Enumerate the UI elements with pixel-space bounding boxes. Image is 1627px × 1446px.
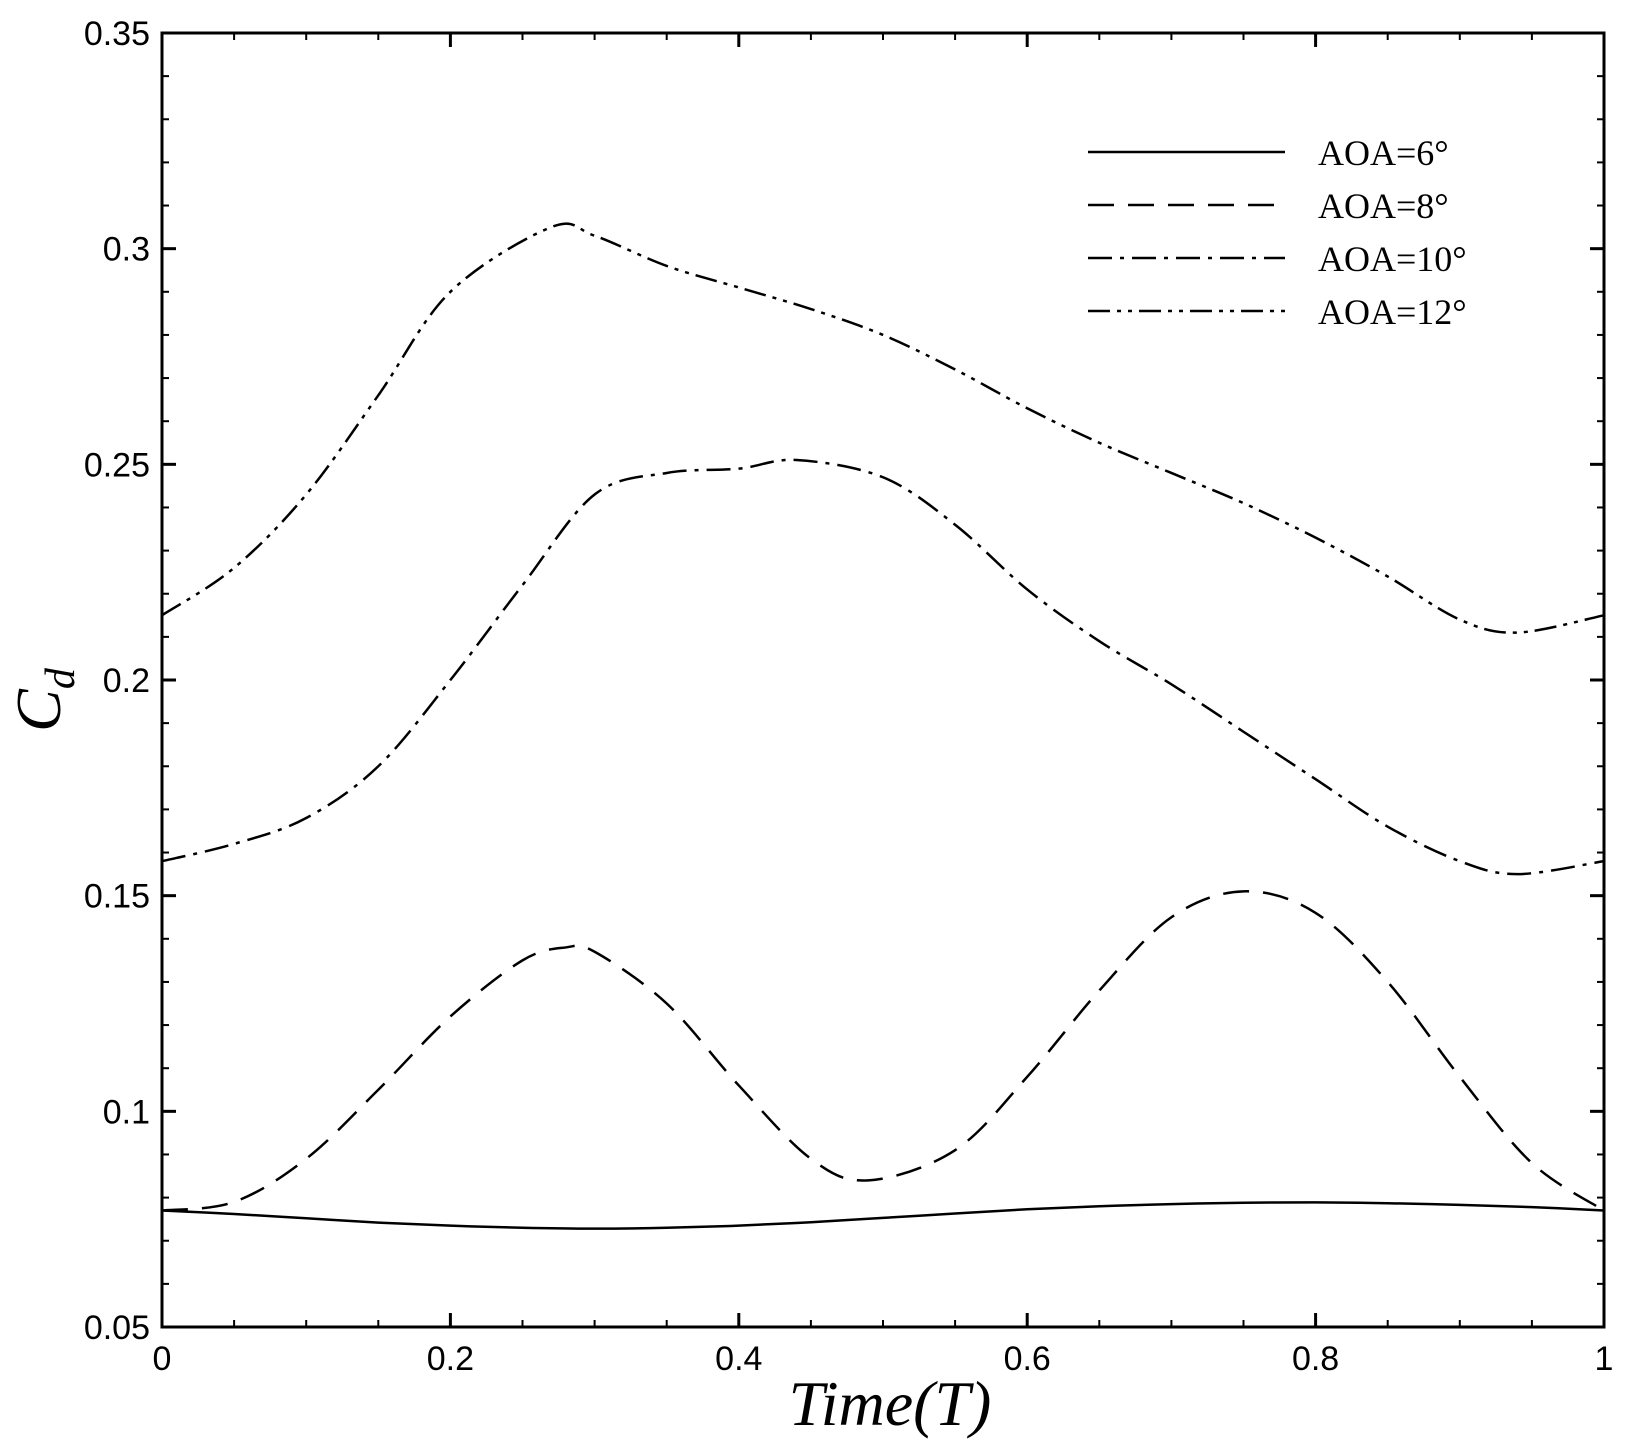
y-tick-label: 0.2 — [103, 662, 150, 700]
legend-label: AOA=12° — [1318, 292, 1467, 332]
y-tick-label: 0.35 — [84, 15, 150, 53]
x-tick-label: 0 — [153, 1340, 172, 1378]
x-tick-label: 0.2 — [427, 1340, 474, 1378]
x-tick-label: 0.6 — [1004, 1340, 1051, 1378]
x-axis-title: Time(T) — [789, 1368, 992, 1439]
y-tick-label: 0.15 — [84, 878, 150, 916]
series-line-aoa-10- — [161, 458, 1605, 876]
x-tick-label: 0.4 — [715, 1340, 762, 1378]
x-tick-label: 0.8 — [1292, 1340, 1339, 1378]
series-line-aoa-8- — [161, 890, 1605, 1212]
y-axis-title: Cd — [3, 667, 84, 732]
y-tick-label: 0.1 — [103, 1093, 150, 1131]
x-tick-label: 1 — [1595, 1340, 1614, 1378]
y-tick-label: 0.05 — [84, 1309, 150, 1347]
legend-label: AOA=10° — [1318, 239, 1467, 279]
series-lines — [161, 222, 1605, 1230]
svg-text:Cd: Cd — [3, 667, 84, 732]
plot-frame — [160, 31, 1606, 1329]
series-line-aoa-6- — [161, 1201, 1605, 1230]
series-line-aoa-12- — [161, 222, 1605, 634]
y-tick-label: 0.3 — [103, 231, 150, 269]
axis-ticks — [160, 31, 1606, 1329]
legend-label: AOA=8° — [1318, 186, 1449, 226]
y-axis-title-main: C — [3, 688, 74, 732]
legend-label: AOA=6° — [1318, 133, 1449, 173]
y-tick-label: 0.25 — [84, 446, 150, 484]
y-axis-title-subscript: d — [38, 667, 84, 689]
tick-labels: 0 0.2 0.4 0.6 0.8 1 0.05 0.1 0.15 0.2 0.25 0.3 0.35 — [84, 15, 1614, 1378]
legend: AOA=6° AOA=8° AOA=10° AOA=12° — [1088, 133, 1467, 332]
